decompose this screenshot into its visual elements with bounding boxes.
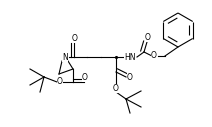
Text: O: O [113,84,119,93]
Text: O: O [72,34,78,43]
Text: N: N [62,52,68,61]
Text: O: O [151,52,157,60]
Text: O: O [82,73,88,82]
Text: O: O [145,33,151,42]
Text: O: O [57,77,63,86]
Text: HN: HN [124,52,136,61]
Text: O: O [127,74,133,83]
